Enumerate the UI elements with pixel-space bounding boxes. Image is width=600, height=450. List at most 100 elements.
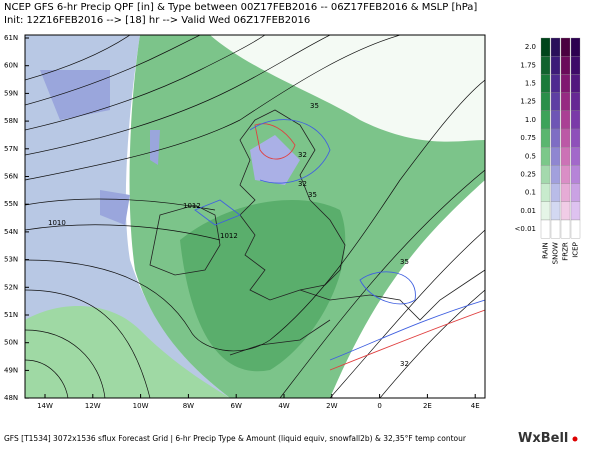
brand-dot: [572, 436, 578, 442]
legend-swatch: [570, 201, 581, 221]
latitude-label: 54N: [4, 228, 18, 236]
contour-label: 32: [400, 360, 409, 368]
latitude-label: 57N: [4, 145, 18, 153]
legend-level-label: <0.01: [515, 225, 536, 233]
legend-swatch: [540, 219, 551, 239]
latitude-label: 49N: [4, 366, 18, 374]
contour-label: 32: [298, 180, 307, 188]
legend-level-label: 0.1: [525, 189, 536, 197]
dry-area: [25, 35, 485, 180]
legend-level-label: 0.01: [520, 207, 536, 215]
snow-patch-scotland: [250, 135, 300, 185]
legend-swatch: [540, 37, 551, 57]
legend-level-label: 1.25: [520, 98, 536, 106]
footer-text: GFS [T1534] 3072x1536 sflux Forecast Gri…: [4, 434, 467, 443]
legend-swatch: [550, 110, 561, 130]
legend-level-label: 2.0: [525, 43, 536, 51]
legend-swatch: [570, 128, 581, 148]
legend-swatch: [540, 56, 551, 75]
legend-swatch: [570, 56, 581, 75]
longitude-label: 2E: [423, 402, 432, 410]
legend-type-label: ICEP: [572, 242, 580, 258]
isobars: [25, 35, 485, 398]
legend-swatch: [560, 128, 571, 148]
legend-type-label: SNOW: [552, 242, 560, 264]
legend-type-label: RAIN: [542, 242, 550, 259]
legend-swatch: [550, 37, 561, 57]
latitude-label: 48N: [4, 394, 18, 402]
contour-label: 32: [298, 151, 307, 159]
legend: 2.0 1.75 1.5 1.25 1.0 0.75 0.5 0.25 0.1 0.01 <0.01…: [515, 37, 581, 264]
longitude-label: 12W: [85, 402, 101, 410]
latitude-label: 53N: [4, 256, 18, 264]
longitude-label: 8W: [183, 402, 194, 410]
legend-swatch: [560, 201, 571, 221]
legend-swatch: [560, 183, 571, 202]
latitude-label: 60N: [4, 62, 18, 70]
latitude-label: 56N: [4, 173, 18, 181]
legend-swatch: [560, 147, 571, 166]
legend-swatch: [570, 219, 581, 239]
longitude-label: 4E: [471, 402, 480, 410]
latitude-label: 58N: [4, 117, 18, 125]
legend-swatch: [560, 74, 571, 93]
legend-swatch: [540, 201, 551, 221]
legend-swatch: [550, 74, 561, 93]
legend-swatch: [550, 201, 561, 221]
legend-swatch: [570, 110, 581, 130]
longitude-label: 2W: [326, 402, 337, 410]
legend-swatch: [550, 56, 561, 75]
legend-swatch: [540, 147, 551, 166]
legend-type-label: FRZR: [562, 242, 570, 261]
contour-label: 35: [310, 102, 319, 110]
latitude-label: 61N: [4, 34, 18, 42]
latitude-label: 50N: [4, 339, 18, 347]
legend-swatch: [560, 56, 571, 75]
legend-swatch: [540, 92, 551, 111]
legend-swatch: [550, 183, 561, 202]
legend-swatch: [570, 147, 581, 166]
legend-swatch: [570, 74, 581, 93]
legend-swatch: [550, 92, 561, 111]
contour-label: 35: [308, 191, 317, 199]
legend-swatch: [570, 92, 581, 111]
legend-swatch: [550, 128, 561, 148]
legend-swatch: [570, 37, 581, 57]
legend-level-label: 0.5: [525, 152, 536, 160]
legend-swatch: [560, 165, 571, 184]
longitude-label: 10W: [133, 402, 149, 410]
legend-swatch: [570, 183, 581, 202]
map-frame: [24, 34, 486, 399]
snow-patch: [40, 70, 160, 225]
legend-swatch: [550, 147, 561, 166]
legend-swatch: [560, 219, 571, 239]
latitude-label: 52N: [4, 283, 18, 291]
latitude-label: 59N: [4, 89, 18, 97]
longitude-axis: 14W 12W 10W 8W 6W 4W 2W 0 2E 4E: [37, 394, 480, 410]
contour-label: 1012: [220, 232, 238, 240]
legend-swatch: [540, 183, 551, 202]
header-line-1: NCEP GFS 6-hr Precip QPF [in] & Type bet…: [4, 2, 477, 13]
header-line-2: Init: 12Z16FEB2016 --> [18] hr --> Valid…: [4, 15, 310, 26]
contour-label: 35: [400, 258, 409, 266]
legend-swatch: [560, 37, 571, 57]
longitude-label: 0: [377, 402, 381, 410]
legend-level-label: 1.5: [525, 80, 536, 88]
legend-level-label: 0.25: [520, 171, 536, 179]
legend-swatch: [570, 165, 581, 184]
longitude-label: 14W: [37, 402, 53, 410]
light-rain-area: [25, 306, 230, 398]
contour-label: 1012: [183, 202, 201, 210]
legend-swatch: [540, 165, 551, 184]
legend-swatch: [540, 110, 551, 130]
legend-swatch: [560, 92, 571, 111]
latitude-label: 55N: [4, 200, 18, 208]
legend-swatch: [540, 128, 551, 148]
legend-swatch: [560, 110, 571, 130]
legend-level-label: 1.75: [520, 61, 536, 69]
longitude-label: 6W: [231, 402, 242, 410]
latitude-label: 51N: [4, 311, 18, 319]
legend-level-label: 1.0: [525, 116, 536, 124]
